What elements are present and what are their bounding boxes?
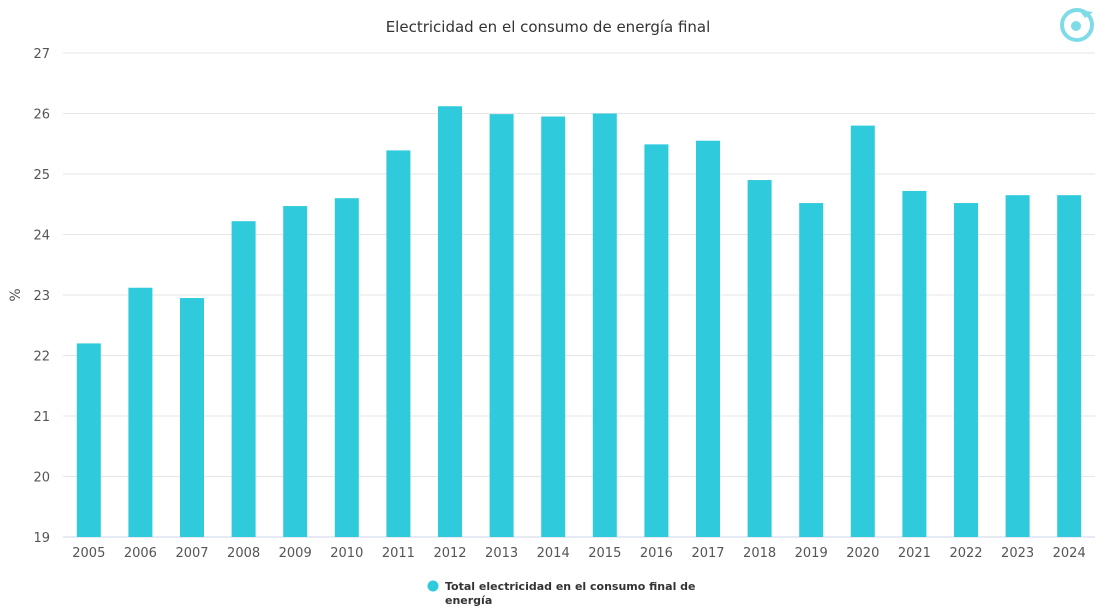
x-tick-label: 2017 [691, 546, 724, 561]
x-tick-label: 2013 [485, 546, 518, 561]
legend-label[interactable]: energía [445, 594, 492, 607]
x-tick-label: 2005 [72, 546, 105, 561]
y-axis-ticks: 19 20 21 22 23 24 25 26 27 [33, 47, 50, 546]
x-tick-label: 2024 [1053, 546, 1086, 561]
bar-2023[interactable] [1005, 195, 1030, 538]
x-tick-label: 2011 [382, 546, 415, 561]
x-axis-ticks: 2005 2006 2007 2008 2009 2010 2011 2012 2013 2014… [72, 546, 1085, 561]
bars [76, 106, 1082, 538]
x-tick-label: 2012 [433, 546, 466, 561]
y-tick-label: 19 [33, 531, 50, 546]
bar-2010[interactable] [334, 198, 359, 537]
y-tick-label: 20 [33, 471, 50, 486]
bar-2007[interactable] [180, 298, 204, 537]
bar-2005[interactable] [76, 343, 101, 537]
x-tick-label: 2015 [588, 546, 621, 561]
x-tick-label: 2016 [640, 546, 673, 561]
bar-2021[interactable] [902, 190, 927, 537]
bar-2014[interactable] [541, 116, 566, 538]
bar-2016[interactable] [644, 144, 669, 538]
chart-title: Electricidad en el consumo de energía fi… [386, 18, 711, 36]
x-tick-label: 2014 [537, 546, 570, 561]
x-tick-label: 2008 [227, 546, 260, 561]
bar-2020[interactable] [850, 125, 875, 537]
bar-2011[interactable] [386, 150, 411, 537]
x-tick-label: 2009 [279, 546, 312, 561]
y-tick-label: 25 [33, 168, 50, 183]
legend[interactable]: Total electricidad en el consumo final d… [427, 580, 696, 607]
gridlines [63, 52, 1095, 538]
x-tick-label: 2022 [949, 546, 982, 561]
legend-label[interactable]: Total electricidad en el consumo final d… [445, 580, 696, 593]
bar-2015[interactable] [592, 113, 617, 538]
bar-2024[interactable] [1057, 195, 1082, 538]
bar-2013[interactable] [489, 114, 514, 537]
bar-2018[interactable] [747, 180, 772, 538]
x-tick-label: 2020 [846, 546, 879, 561]
bar-2019[interactable] [799, 203, 824, 538]
bar-2017[interactable] [696, 140, 720, 537]
brand-logo-icon [1060, 8, 1094, 42]
x-tick-label: 2018 [743, 546, 776, 561]
y-tick-label: 21 [33, 410, 50, 425]
bar-2008[interactable] [231, 221, 256, 537]
y-tick-label: 24 [33, 229, 50, 244]
x-tick-label: 2019 [795, 546, 828, 561]
x-tick-label: 2023 [1001, 546, 1034, 561]
legend-marker[interactable] [427, 580, 439, 592]
x-tick-label: 2021 [898, 546, 931, 561]
x-tick-label: 2010 [330, 546, 363, 561]
y-tick-label: 22 [33, 350, 50, 365]
bar-2009[interactable] [283, 206, 308, 537]
y-tick-label: 23 [33, 289, 50, 304]
x-tick-label: 2007 [175, 546, 208, 561]
y-tick-label: 27 [33, 47, 50, 62]
bar-2006[interactable] [128, 287, 153, 537]
y-axis-label: % [8, 288, 24, 301]
x-tick-label: 2006 [124, 546, 157, 561]
bar-2012[interactable] [438, 106, 462, 538]
y-tick-label: 26 [33, 108, 50, 123]
bar-2022[interactable] [954, 203, 978, 538]
